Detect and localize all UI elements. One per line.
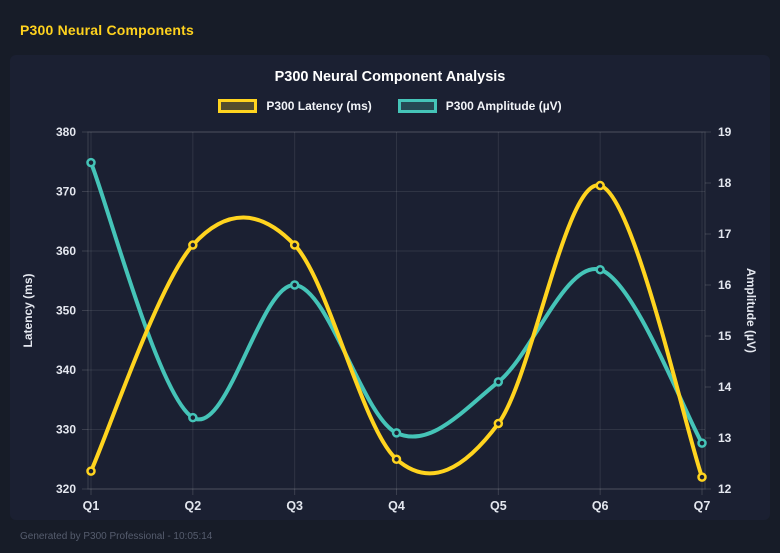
legend-swatch-icon — [218, 99, 258, 113]
legend-label: P300 Latency (ms) — [266, 99, 372, 113]
legend-item-0[interactable]: P300 Latency (ms) — [218, 99, 372, 113]
svg-text:Q5: Q5 — [490, 499, 507, 513]
legend-label: P300 Amplitude (µV) — [445, 99, 562, 113]
svg-text:Q4: Q4 — [388, 499, 405, 513]
svg-text:12: 12 — [718, 482, 732, 496]
line-chart-plot: 320 330 340 350 360 370 380 12 13 14 15 16 17 18 19 Q1 Q… — [21, 125, 758, 513]
svg-text:370: 370 — [56, 185, 76, 199]
footer-status: Generated by P300 Professional - 10:05:1… — [20, 531, 213, 542]
svg-text:Q3: Q3 — [286, 499, 303, 513]
svg-text:16: 16 — [718, 278, 732, 292]
chart-title: P300 Neural Component Analysis — [274, 69, 506, 85]
svg-text:Q2: Q2 — [184, 499, 201, 513]
chart-legend: P300 Latency (ms) P300 Amplitude (µV) — [10, 99, 770, 113]
svg-text:17: 17 — [718, 227, 732, 241]
svg-text:13: 13 — [718, 431, 732, 445]
svg-text:14: 14 — [718, 380, 732, 394]
svg-text:320: 320 — [56, 482, 76, 496]
chart-panel: P300 Neural Component Analysis P300 Late… — [10, 55, 770, 520]
svg-text:360: 360 — [56, 244, 76, 258]
svg-text:Q6: Q6 — [592, 499, 609, 513]
svg-text:340: 340 — [56, 363, 76, 377]
svg-text:15: 15 — [718, 329, 732, 343]
svg-text:18: 18 — [718, 176, 732, 190]
svg-text:19: 19 — [718, 125, 732, 139]
legend-item-1[interactable]: P300 Amplitude (µV) — [397, 99, 562, 113]
svg-text:Amplitude (µV): Amplitude (µV) — [744, 268, 758, 353]
svg-text:350: 350 — [56, 304, 76, 318]
page-title: P300 Neural Components — [20, 22, 194, 38]
svg-text:Q7: Q7 — [694, 499, 711, 513]
svg-text:Q1: Q1 — [83, 499, 100, 513]
svg-text:Latency (ms): Latency (ms) — [21, 273, 35, 347]
legend-swatch-icon — [397, 99, 437, 113]
svg-text:330: 330 — [56, 423, 76, 437]
svg-text:380: 380 — [56, 125, 76, 139]
